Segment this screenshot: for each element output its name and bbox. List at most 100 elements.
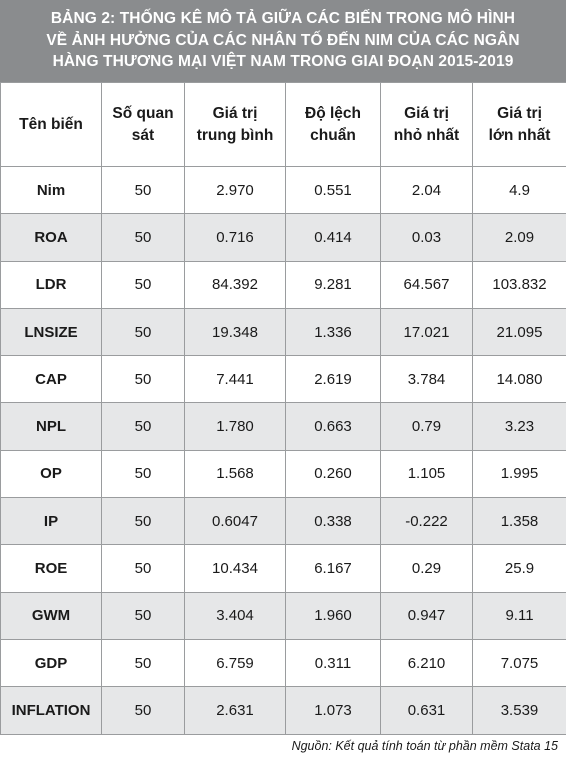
value-cell: 50	[101, 544, 185, 593]
header-text-line: chuẩn	[310, 126, 356, 144]
value-cell: 1.073	[285, 686, 381, 735]
table-row: CAP 50 7.441 2.619 3.784 14.080	[0, 355, 566, 404]
header-min: Giá trị nhỏ nhất	[380, 82, 473, 167]
value-cell: 50	[101, 497, 185, 546]
header-text-line: Tên biến	[19, 115, 83, 133]
header-text-line: Số quan	[112, 104, 174, 122]
table-row: ROE 50 10.434 6.167 0.29 25.9	[0, 544, 566, 593]
value-cell: 50	[101, 260, 185, 309]
header-max: Giá trị lớn nhất	[472, 82, 566, 167]
value-cell: 50	[101, 165, 185, 215]
value-cell: 1.960	[285, 591, 381, 640]
value-cell: 50	[101, 449, 185, 499]
value-cell: 6.759	[184, 638, 286, 688]
variable-name-cell: ROE	[0, 544, 102, 593]
value-cell: 0.631	[380, 686, 473, 735]
header-text-line: Giá trị	[212, 104, 258, 122]
header-text-line: nhỏ nhất	[393, 126, 460, 144]
value-cell: 0.03	[380, 213, 473, 262]
header-text-line: Giá trị	[497, 104, 542, 122]
value-cell: 10.434	[184, 544, 286, 593]
table-row: INFLATION 50 2.631 1.073 0.631 3.539	[0, 686, 566, 735]
value-cell: 3.404	[184, 591, 286, 640]
value-cell: 0.716	[184, 213, 286, 262]
table-row: NPL 50 1.780 0.663 0.79 3.23	[0, 402, 566, 451]
value-cell: 0.311	[285, 638, 381, 688]
value-cell: 19.348	[184, 307, 286, 357]
title-line-2: VỀ ẢNH HƯỞNG CỦA CÁC NHÂN TỐ ĐẾN NIM CỦA…	[46, 31, 520, 49]
table-row: LNSIZE 50 19.348 1.336 17.021 21.095	[0, 307, 566, 357]
variable-name-cell: ROA	[0, 213, 102, 262]
value-cell: 2.619	[285, 355, 381, 404]
value-cell: 84.392	[184, 260, 286, 309]
value-cell: -0.222	[380, 497, 473, 546]
table-title: BẢNG 2: THỐNG KÊ MÔ TẢ GIỮA CÁC BIẾN TRO…	[0, 0, 566, 82]
value-cell: 3.23	[472, 402, 566, 451]
value-cell: 14.080	[472, 355, 566, 404]
value-cell: 1.336	[285, 307, 381, 357]
table-row: OP 50 1.568 0.260 1.105 1.995	[0, 449, 566, 499]
value-cell: 25.9	[472, 544, 566, 593]
variable-name-cell: LNSIZE	[0, 307, 102, 357]
value-cell: 4.9	[472, 165, 566, 215]
variable-name-cell: IP	[0, 497, 102, 546]
value-cell: 0.663	[285, 402, 381, 451]
value-cell: 2.631	[184, 686, 286, 735]
title-line-3: HÀNG THƯƠNG MẠI VIỆT NAM TRONG GIAI ĐOẠN…	[52, 53, 514, 70]
header-text-line: Độ lệch	[305, 104, 361, 122]
variable-name-cell: INFLATION	[0, 686, 102, 735]
value-cell: 0.947	[380, 591, 473, 640]
statistics-table: Tên biến Số quan sát Giá trị trung bình Độ lệ…	[0, 82, 566, 735]
source-note: Nguồn: Kết quả tính toán từ phần mềm Sta…	[291, 739, 558, 753]
value-cell: 50	[101, 213, 185, 262]
value-cell: 1.105	[380, 449, 473, 499]
value-cell: 0.260	[285, 449, 381, 499]
header-text-line: sát	[131, 126, 155, 144]
value-cell: 0.551	[285, 165, 381, 215]
table-row: ROA 50 0.716 0.414 0.03 2.09	[0, 213, 566, 262]
table-row: IP 50 0.6047 0.338 -0.222 1.358	[0, 497, 566, 546]
header-text-line: trung bình	[196, 126, 274, 144]
value-cell: 0.338	[285, 497, 381, 546]
table-body: Nim 50 2.970 0.551 2.04 4.9 ROA 50 0.716 0.414 0.0…	[0, 165, 566, 735]
value-cell: 1.995	[472, 449, 566, 499]
header-variable-name: Tên biến	[0, 82, 102, 167]
table-row: LDR 50 84.392 9.281 64.567 103.832	[0, 260, 566, 309]
variable-name-cell: Nim	[0, 165, 102, 215]
value-cell: 2.09	[472, 213, 566, 262]
value-cell: 50	[101, 402, 185, 451]
value-cell: 9.11	[472, 591, 566, 640]
header-row: Tên biến Số quan sát Giá trị trung bình Độ lệ…	[0, 82, 566, 167]
value-cell: 103.832	[472, 260, 566, 309]
header-mean: Giá trị trung bình	[184, 82, 286, 167]
value-cell: 0.29	[380, 544, 473, 593]
variable-name-cell: GWM	[0, 591, 102, 640]
value-cell: 0.414	[285, 213, 381, 262]
variable-name-cell: NPL	[0, 402, 102, 451]
value-cell: 9.281	[285, 260, 381, 309]
value-cell: 6.210	[380, 638, 473, 688]
value-cell: 6.167	[285, 544, 381, 593]
header-observations: Số quan sát	[101, 82, 185, 167]
value-cell: 50	[101, 638, 185, 688]
value-cell: 3.784	[380, 355, 473, 404]
variable-name-cell: CAP	[0, 355, 102, 404]
value-cell: 17.021	[380, 307, 473, 357]
value-cell: 1.780	[184, 402, 286, 451]
table-row: GDP 50 6.759 0.311 6.210 7.075	[0, 638, 566, 688]
value-cell: 64.567	[380, 260, 473, 309]
header-text-line: lớn nhất	[488, 126, 551, 144]
table-row: GWM 50 3.404 1.960 0.947 9.11	[0, 591, 566, 640]
value-cell: 1.358	[472, 497, 566, 546]
value-cell: 7.075	[472, 638, 566, 688]
value-cell: 1.568	[184, 449, 286, 499]
value-cell: 21.095	[472, 307, 566, 357]
value-cell: 50	[101, 307, 185, 357]
value-cell: 2.04	[380, 165, 473, 215]
header-std-dev: Độ lệch chuẩn	[285, 82, 381, 167]
value-cell: 50	[101, 591, 185, 640]
value-cell: 0.79	[380, 402, 473, 451]
title-line-1: BẢNG 2: THỐNG KÊ MÔ TẢ GIỮA CÁC BIẾN TRO…	[50, 10, 516, 27]
variable-name-cell: LDR	[0, 260, 102, 309]
value-cell: 50	[101, 686, 185, 735]
